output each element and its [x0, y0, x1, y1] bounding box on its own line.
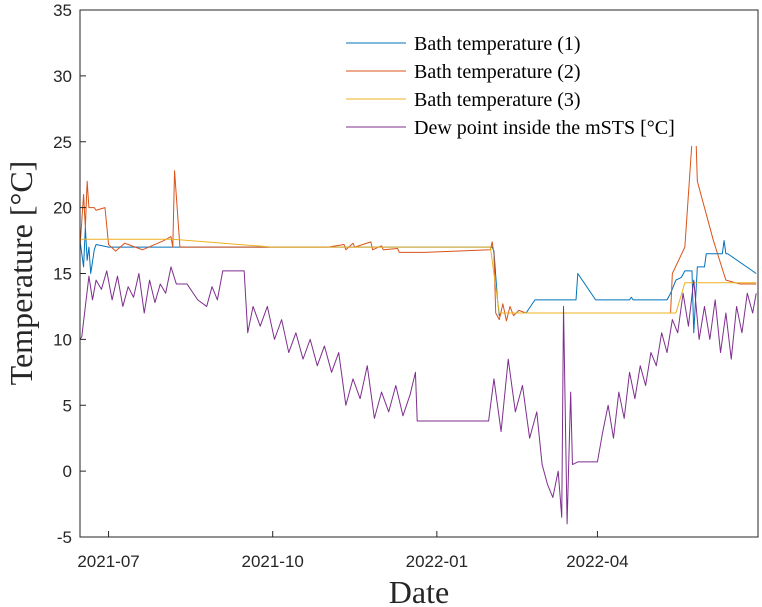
series-line-4	[79, 266, 757, 525]
legend-label-3: Bath temperature (3)	[414, 89, 581, 111]
y-tick-label: 10	[53, 330, 72, 349]
legend-label-2: Bath temperature (2)	[414, 61, 581, 83]
x-tick-label: 2021-07	[77, 552, 139, 571]
series-layer	[79, 124, 757, 525]
x-tick-label: 2021-10	[241, 552, 303, 571]
x-tick-label: 2022-04	[566, 552, 628, 571]
legend: Bath temperature (1) Bath temperature (2)…	[338, 32, 740, 146]
y-tick-label: 35	[53, 1, 72, 20]
ticks-layer: -5 0 5 10 15 20 25 30 35 2021-07 2021-10 2022-01 202…	[53, 1, 629, 571]
legend-label-1: Bath temperature (1)	[414, 33, 581, 55]
x-tick-label: 2022-01	[406, 552, 468, 571]
y-tick-label: 5	[63, 396, 72, 415]
series-line-3	[80, 238, 757, 314]
legend-label-4: Dew point inside the mSTS [°C]	[414, 117, 675, 139]
y-tick-label: 30	[53, 67, 72, 86]
y-tick-label: 0	[63, 462, 72, 481]
y-tick-label: -5	[57, 528, 72, 547]
y-axis-label: Temperature [°C]	[3, 161, 39, 386]
y-tick-label: 20	[53, 199, 72, 218]
series-line-1	[79, 226, 757, 334]
x-axis-label: Date	[389, 574, 449, 607]
y-tick-label: 25	[53, 133, 72, 152]
y-tick-label: 15	[53, 265, 72, 284]
